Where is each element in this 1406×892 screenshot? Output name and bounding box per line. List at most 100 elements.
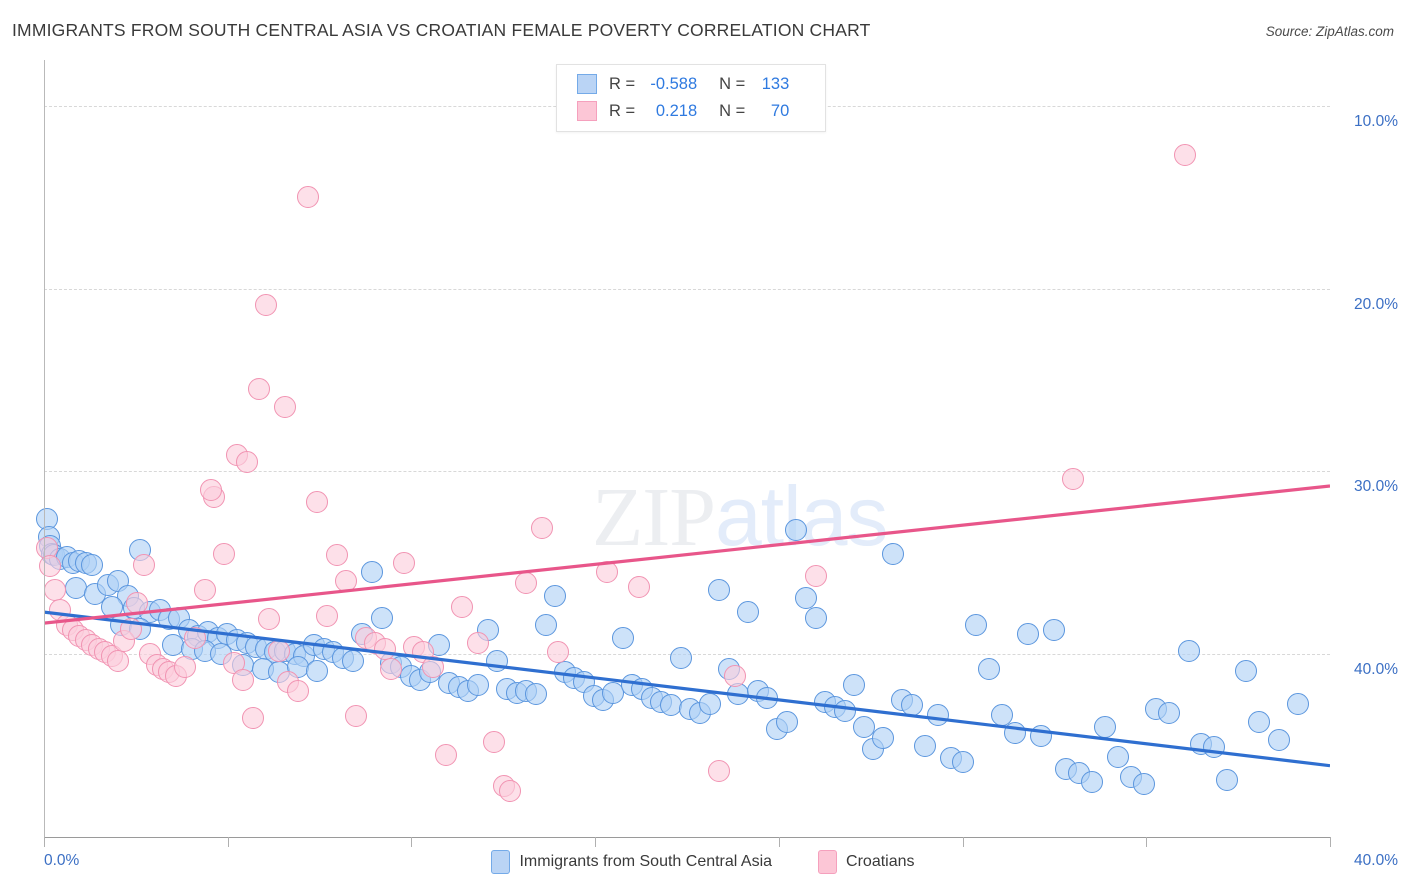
scatter-point	[756, 687, 779, 710]
y-axis-line	[44, 60, 45, 837]
scatter-point	[627, 575, 650, 598]
gridline-20	[44, 471, 1330, 473]
scatter-point	[1203, 736, 1226, 759]
scatter-point	[775, 710, 798, 733]
legend-swatch-pink	[818, 850, 838, 874]
scatter-point	[132, 553, 155, 576]
x-tick	[1146, 837, 1148, 847]
scatter-point	[515, 571, 538, 594]
x-tick	[962, 837, 964, 847]
scatter-point	[1029, 725, 1052, 748]
scatter-point	[1235, 659, 1258, 682]
scatter-point	[611, 626, 634, 649]
scatter-point	[184, 626, 207, 649]
scatter-point	[724, 665, 747, 688]
scatter-point	[708, 760, 731, 783]
scatter-point	[872, 727, 895, 750]
scatter-point	[174, 655, 197, 678]
scatter-point	[258, 608, 281, 631]
x-tick	[778, 837, 780, 847]
scatter-point	[370, 606, 393, 629]
plot-area: ZIPatlas	[36, 60, 1330, 837]
y-axis-label-20: 30.0%	[1354, 478, 1398, 496]
series-legend: Immigrants from South Central Asia Croat…	[0, 850, 1406, 874]
scatter-point	[1016, 623, 1039, 646]
scatter-point	[1081, 771, 1104, 794]
scatter-point	[843, 674, 866, 697]
scatter-point	[965, 613, 988, 636]
scatter-point	[544, 584, 567, 607]
correlation-stats-box: R = -0.588 N = 133 R = 0.218 N = 70	[556, 64, 826, 132]
scatter-point	[267, 639, 290, 662]
scatter-point	[881, 542, 904, 565]
x-tick	[227, 837, 229, 847]
scatter-point	[1158, 701, 1181, 724]
x-tick	[595, 837, 597, 847]
scatter-point	[306, 491, 329, 514]
scatter-point	[467, 632, 490, 655]
scatter-point	[1093, 716, 1116, 739]
scatter-point	[669, 646, 692, 669]
scatter-point	[200, 478, 223, 501]
scatter-point	[119, 617, 142, 640]
n-label-pink: N =	[719, 101, 746, 120]
scatter-point	[785, 518, 808, 541]
scatter-point	[978, 657, 1001, 680]
series-swatch-blue	[577, 74, 597, 94]
scatter-point	[422, 655, 444, 678]
scatter-point	[193, 579, 216, 602]
r-label-blue: R =	[609, 74, 636, 93]
x-tick	[44, 837, 45, 847]
scatter-point	[737, 601, 760, 624]
n-value-blue: 133	[761, 74, 790, 93]
scatter-point	[393, 551, 416, 574]
scatter-point	[833, 699, 856, 722]
scatter-point	[794, 586, 817, 609]
scatter-point	[952, 751, 975, 774]
x-axis-min-label: 0.0%	[44, 852, 80, 869]
y-axis-label-40: 10.0%	[1354, 112, 1398, 130]
scatter-point	[1248, 710, 1271, 733]
scatter-point	[248, 378, 271, 401]
scatter-point	[335, 570, 358, 593]
scatter-point	[235, 451, 258, 474]
legend-item-croatians[interactable]: Croatians	[818, 850, 915, 874]
scatter-point	[1042, 619, 1065, 642]
scatter-point	[1106, 745, 1129, 768]
scatter-point	[595, 560, 618, 583]
scatter-point	[341, 650, 364, 673]
n-label-blue: N =	[719, 74, 746, 93]
scatter-point	[804, 606, 827, 629]
x-tick	[1330, 837, 1331, 847]
scatter-point	[1177, 639, 1200, 662]
scatter-point	[315, 604, 338, 627]
r-value-blue: -0.588	[650, 74, 698, 93]
scatter-point	[1132, 772, 1155, 795]
legend-item-immigrants[interactable]: Immigrants from South Central Asia	[491, 850, 772, 874]
scatter-point	[698, 692, 721, 715]
scatter-point	[1003, 721, 1026, 744]
y-axis-label-30: 20.0%	[1354, 295, 1398, 313]
stats-row-blue: R = -0.588 N = 133	[577, 71, 789, 97]
x-axis-max-label: 40.0%	[1354, 852, 1398, 869]
scatter-point	[913, 734, 936, 757]
scatter-point	[1286, 692, 1309, 715]
scatter-point	[1216, 769, 1239, 792]
scatter-point	[296, 186, 319, 209]
scatter-point	[1174, 144, 1197, 167]
n-value-pink: 70	[770, 101, 790, 120]
scatter-point	[434, 743, 457, 766]
scatter-point	[286, 679, 309, 702]
scatter-point	[483, 730, 506, 753]
legend-label-immigrants: Immigrants from South Central Asia	[519, 853, 773, 870]
series-swatch-pink	[577, 101, 597, 121]
scatter-point	[232, 668, 255, 691]
scatter-point	[926, 703, 949, 726]
scatter-point	[344, 705, 367, 728]
scatter-point	[241, 707, 264, 730]
scatter-point	[306, 659, 329, 682]
scatter-point	[254, 293, 277, 316]
x-axis-line	[44, 837, 1330, 838]
scatter-point	[901, 694, 924, 717]
scatter-point	[534, 613, 557, 636]
